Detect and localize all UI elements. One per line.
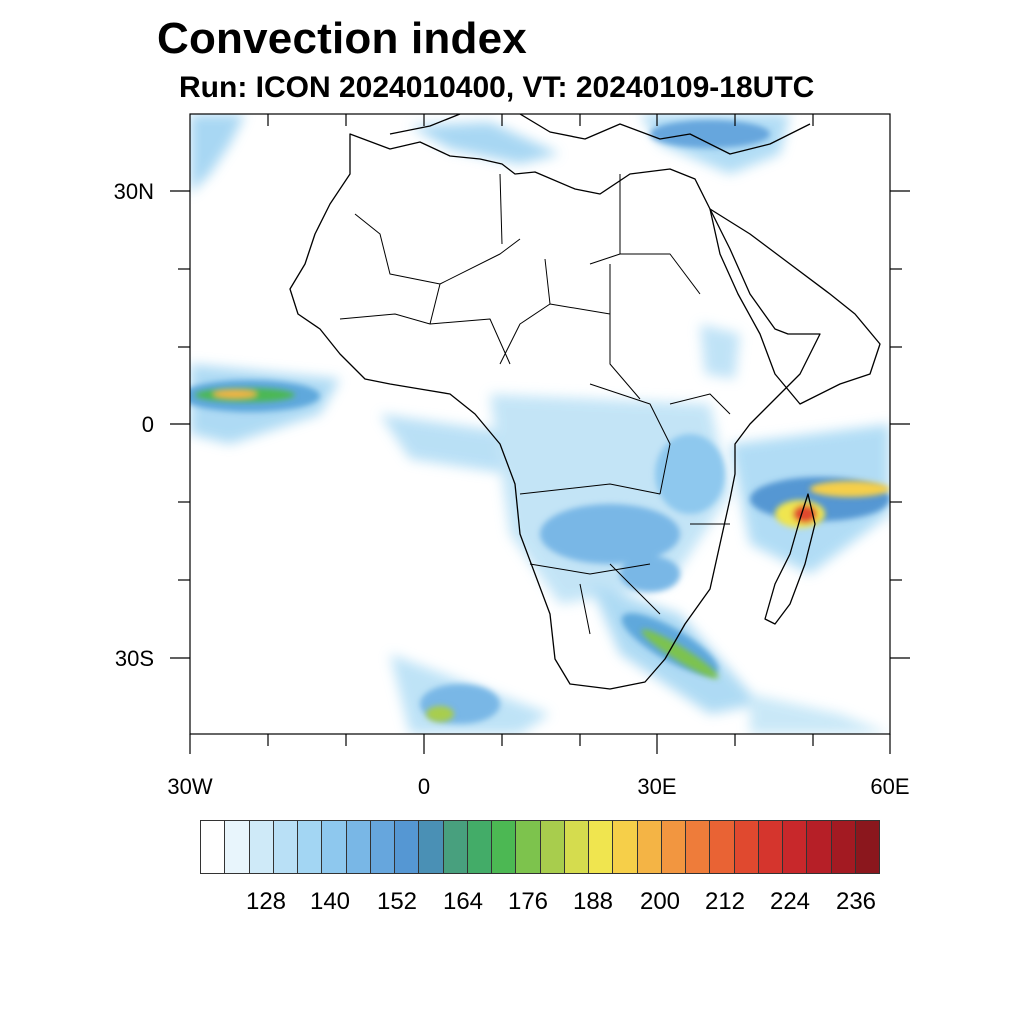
colorbar-swatch bbox=[710, 821, 735, 873]
colorbar-label: 212 bbox=[704, 888, 746, 915]
convection-map bbox=[190, 114, 890, 734]
lon-label-0: 0 bbox=[417, 774, 431, 799]
lat-label-30n: 30N bbox=[113, 179, 154, 204]
map-frame bbox=[189, 113, 891, 735]
colorbar-swatch bbox=[225, 821, 250, 873]
convection-hotspot-atlantic-peak bbox=[213, 390, 257, 398]
colorbar-label: 176 bbox=[507, 888, 549, 915]
colorbar bbox=[200, 820, 880, 874]
colorbar-label: 236 bbox=[835, 888, 877, 915]
mediterranean-north-coast bbox=[389, 114, 811, 155]
lat-label-30s: 30S bbox=[114, 646, 154, 671]
colorbar-swatch bbox=[467, 821, 492, 873]
arabian-peninsula-coastline bbox=[709, 208, 881, 405]
colorbar-swatch bbox=[613, 821, 638, 873]
colorbar-swatch bbox=[419, 821, 444, 873]
convection-area-gulf-guinea bbox=[380, 414, 520, 474]
colorbar-swatch bbox=[855, 821, 879, 873]
lat-label-0: 0 bbox=[141, 412, 154, 437]
convection-hotspot-southeast-africa bbox=[641, 629, 719, 679]
lon-label-30w: 30W bbox=[167, 774, 213, 799]
colorbar-swatch bbox=[492, 821, 517, 873]
colorbar-swatch bbox=[564, 821, 589, 873]
lon-label-30e: 30E bbox=[637, 774, 677, 799]
convection-hotspot-indian-ocean bbox=[810, 481, 890, 497]
convection-core-congo bbox=[540, 504, 680, 564]
colorbar-label: 200 bbox=[639, 888, 681, 915]
coastlines-and-borders bbox=[289, 114, 881, 690]
colorbar-label: 164 bbox=[442, 888, 484, 915]
colorbar-label: 152 bbox=[376, 888, 418, 915]
colorbar-swatch bbox=[322, 821, 347, 873]
colorbar-swatch bbox=[540, 821, 565, 873]
colorbar-swatch bbox=[370, 821, 395, 873]
colorbar-swatch bbox=[686, 821, 711, 873]
convection-core-mediterranean bbox=[650, 120, 770, 148]
convection-area-ethiopia bbox=[700, 324, 740, 379]
colorbar-swatch bbox=[249, 821, 274, 873]
country-borders bbox=[339, 173, 731, 635]
page-title: Convection index bbox=[157, 14, 527, 63]
convection-core-east-africa bbox=[655, 434, 725, 514]
colorbar-label: 224 bbox=[769, 888, 811, 915]
colorbar-swatch bbox=[273, 821, 298, 873]
colorbar-swatch bbox=[758, 821, 783, 873]
colorbar-swatch bbox=[201, 821, 226, 873]
colorbar-swatch bbox=[783, 821, 808, 873]
convection-hotspot-southern-ocean bbox=[426, 706, 454, 722]
map-axes bbox=[170, 113, 910, 754]
colorbar-swatch bbox=[443, 821, 468, 873]
colorbar-label: 128 bbox=[245, 888, 287, 915]
run-subtitle: Run: ICON 2024010400, VT: 20240109-18UTC bbox=[179, 71, 815, 104]
lon-label-60e: 60E bbox=[870, 774, 910, 799]
colorbar-swatch bbox=[589, 821, 614, 873]
axis-ticks bbox=[170, 114, 910, 754]
colorbar-label: 188 bbox=[572, 888, 614, 915]
convection-area-mediterranean bbox=[410, 122, 560, 164]
colorbar-swatch bbox=[734, 821, 759, 873]
africa-coastline bbox=[289, 133, 821, 690]
convection-core-zambia bbox=[620, 556, 680, 592]
convection-area-southeast-ocean bbox=[750, 694, 890, 734]
colorbar-swatch bbox=[346, 821, 371, 873]
colorbar-swatch bbox=[395, 821, 420, 873]
map-canvas bbox=[190, 114, 890, 734]
colorbar-label: 140 bbox=[309, 888, 351, 915]
colorbar-swatch bbox=[661, 821, 686, 873]
madagascar-coastline bbox=[764, 493, 816, 625]
colorbar-swatch bbox=[516, 821, 541, 873]
convection-area-north-atlantic bbox=[190, 114, 245, 194]
colorbar-swatch bbox=[831, 821, 856, 873]
colorbar-swatch bbox=[637, 821, 662, 873]
colorbar-swatch bbox=[807, 821, 832, 873]
colorbar-swatch bbox=[298, 821, 323, 873]
